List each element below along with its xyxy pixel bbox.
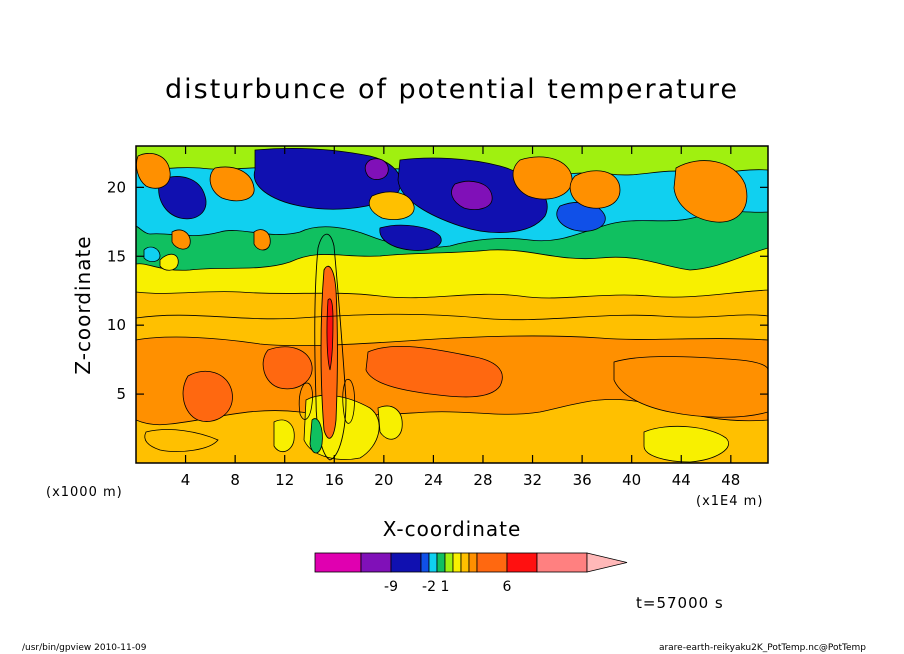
x-unit-label: (x1E4 m) [696,494,763,509]
x-axis-ticks: 4 8 12 16 20 24 28 32 36 40 44 48 [181,146,740,489]
x-tick-label: 12 [275,471,294,489]
field-plume-green [309,418,323,454]
time-annotation: t=57000 s [636,594,724,612]
x-tick-label: 8 [230,471,240,489]
chart-title: disturbunce of potential temperature [165,74,739,105]
footer-right: arare-earth-reikyaku2K_PotTemp.nc@PotTem… [658,643,866,653]
field-dark-orange-2 [262,346,313,390]
plot-frame [135,145,769,464]
field-yellow-patch-4 [377,405,403,440]
colorbar-swatch [444,552,454,573]
x-tick-label: 20 [374,471,393,489]
footer-left: /usr/bin/gpview 2010-11-09 [22,643,147,653]
field-purple-core-1 [451,180,493,210]
field-dark-orange-4 [613,356,768,418]
field-small-orange-2 [171,229,191,250]
colorbar-swatch [360,552,392,573]
field-small-cyan [143,246,161,262]
x-tick-label: 32 [523,471,542,489]
colorbar-label: -2 [422,579,436,595]
colorbar-swatch [468,552,478,573]
field-top-orange-2 [209,166,255,202]
field-top-orange-5 [673,160,748,223]
field-plume-contour-3 [298,382,313,420]
field-blue-blob-3 [158,176,207,220]
y-axis-label: Z-coordinate [71,235,95,374]
colorbar-label: -9 [384,579,398,595]
colorbar-swatch [506,552,538,573]
field-plume-contour-4 [342,378,355,424]
field-top-orange-1 [136,153,171,189]
field-dark-orange-3 [365,345,503,398]
colorbar-swatch [476,552,508,573]
x-tick-label: 36 [573,471,592,489]
colorbar-arrow [586,552,628,573]
x-tick-label: 28 [473,471,492,489]
x-tick-label: 4 [181,471,191,489]
y-tick-label: 5 [116,385,126,403]
field-top-orange-3 [512,156,573,200]
field-top-orange-6 [368,191,415,220]
field-small-orange-1 [253,229,271,251]
x-tick-label: 48 [721,471,740,489]
heatmap-field [136,146,768,463]
field-purple-core-2 [364,158,389,180]
x-tick-label: 16 [325,471,344,489]
x-tick-label: 44 [672,471,691,489]
colorbar [314,552,628,573]
colorbar-swatch [452,552,462,573]
y-tick-label: 10 [107,316,126,334]
field-yellow-patch-1 [643,425,729,463]
colorbar-swatch [390,552,422,573]
field-small-yellow [159,253,179,271]
field-plume-contour-1 [314,233,347,461]
colorbar-swatch [428,552,438,573]
colorbar-swatch [314,552,362,573]
field-contour-mid [136,313,768,321]
x-tick-label: 40 [622,471,641,489]
y-tick-label: 15 [107,247,126,265]
colorbar-label: 6 [503,579,512,595]
colorbar-swatch [460,552,470,573]
colorbar-swatch [436,552,446,573]
x-tick-label: 24 [424,471,443,489]
field-yellow-patch-3 [273,419,295,453]
field-dark-orange-1 [182,370,233,422]
colorbar-label: 1 [441,579,450,595]
y-unit-label: (x1000 m) [46,485,123,500]
field-low-contour [144,429,219,452]
y-axis-ticks: 5 10 15 20 [107,178,768,403]
field-blue-blob-4 [379,224,442,251]
y-tick-label: 20 [107,178,126,196]
colorbar-swatch [536,552,588,573]
x-axis-label: X-coordinate [383,517,522,541]
colorbar-swatch [420,552,430,573]
colorbar-labels: -9 -2 1 6 [384,579,512,595]
field-top-orange-4 [569,170,621,209]
